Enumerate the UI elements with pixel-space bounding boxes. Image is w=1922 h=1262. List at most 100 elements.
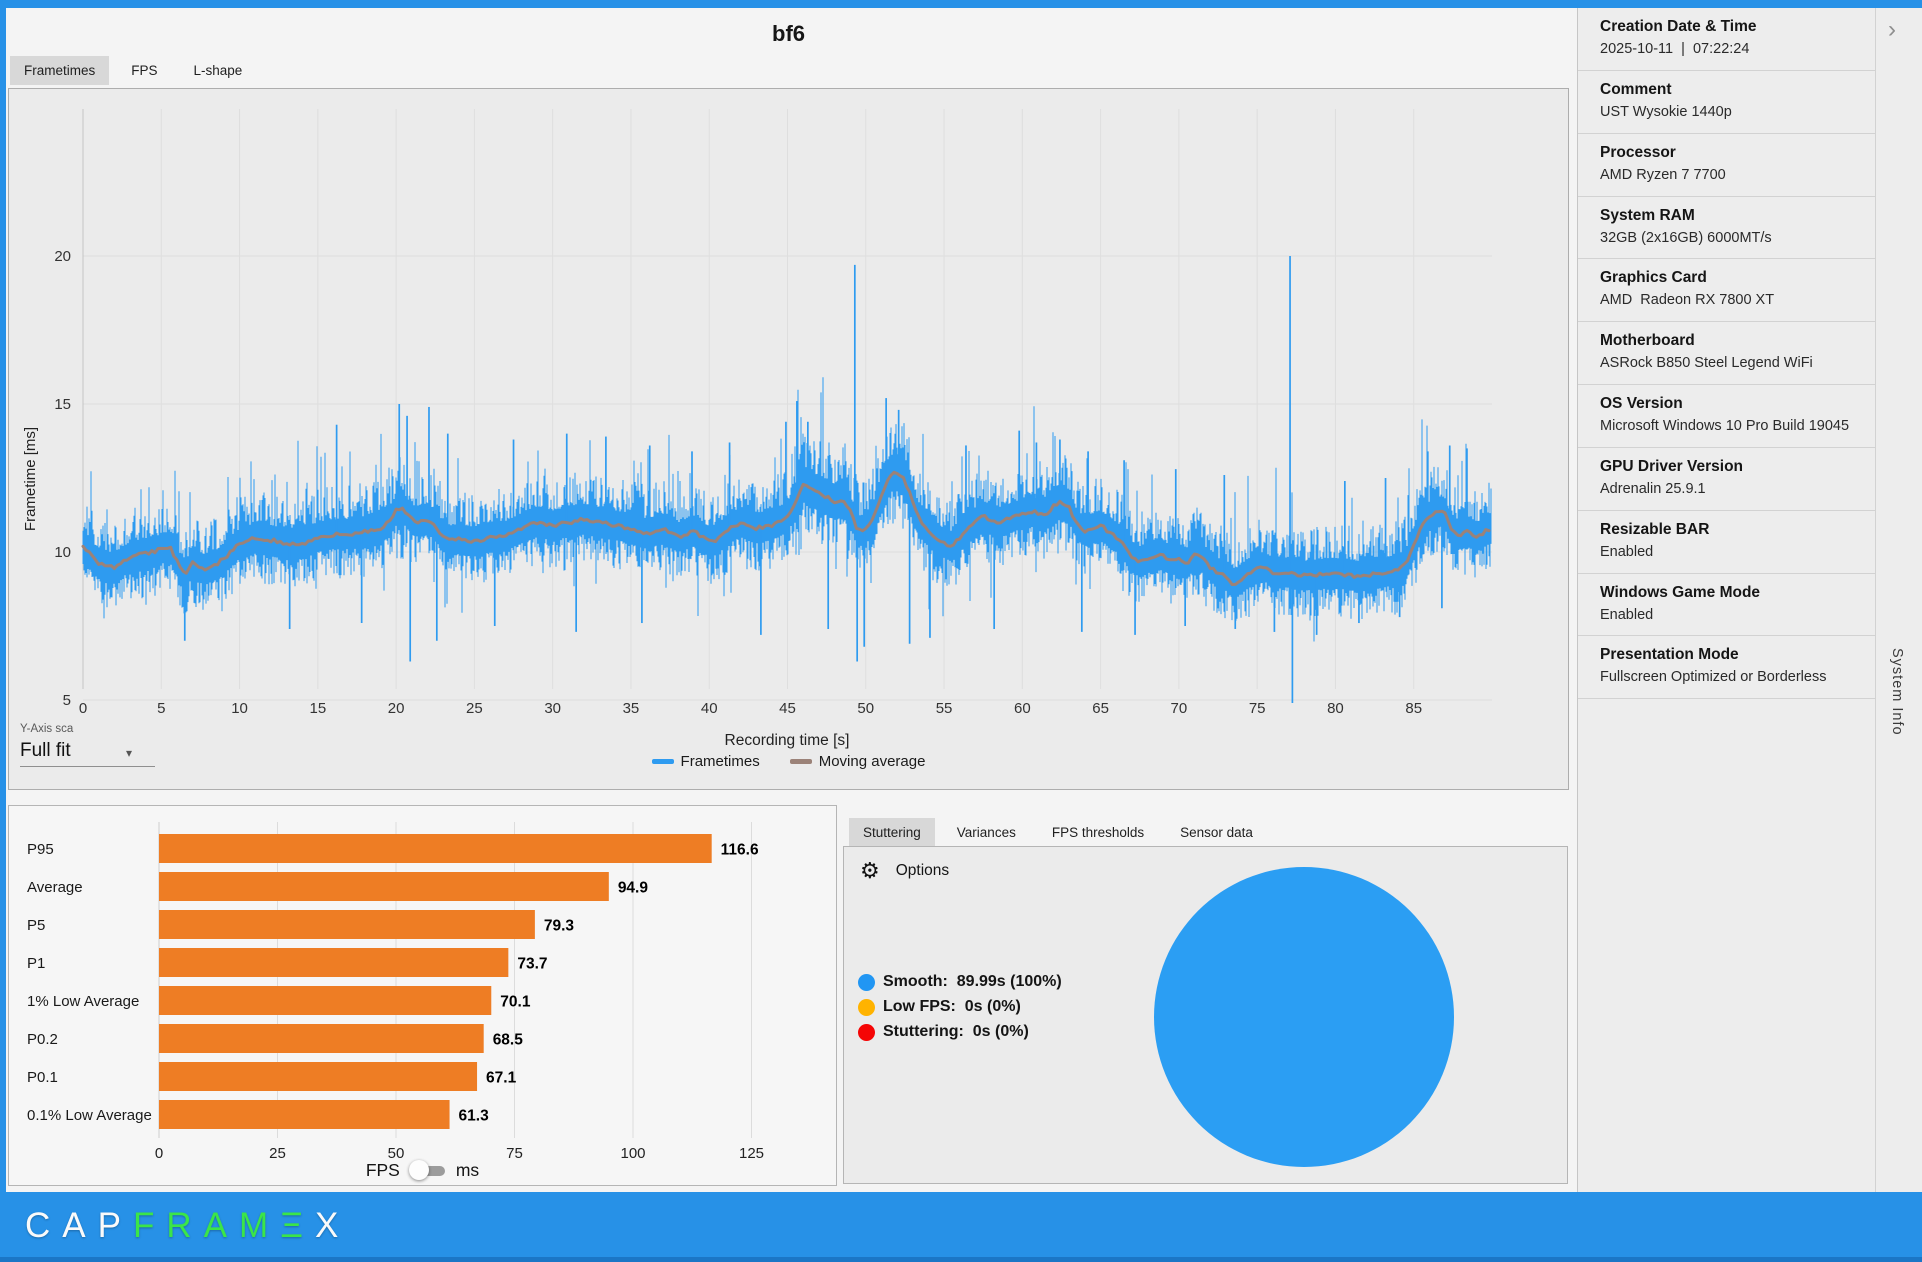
item-title: Resizable BAR [1600, 520, 1710, 538]
legend-dot-icon [858, 1023, 875, 1041]
stutter-pie-legend: Smooth: 89.99s (100%) Low FPS: 0s (0%) Stu… [858, 973, 1062, 1041]
tab-variances[interactable]: Variances [956, 825, 1016, 840]
svg-text:40: 40 [701, 700, 718, 717]
logo-letter: M [239, 1206, 281, 1245]
stutter-options-button[interactable]: ⚙ Options [860, 860, 949, 882]
svg-text:67.1: 67.1 [486, 1070, 517, 1087]
item-value: UST Wysokie 1440p [1600, 103, 1732, 120]
tab-fps[interactable]: FPS [131, 63, 158, 78]
svg-text:P5: P5 [27, 917, 45, 934]
svg-text:10: 10 [54, 544, 71, 561]
system-info-item-resizable-bar: Resizable BAR Enabled [1578, 511, 1876, 574]
footer-bottom-edge [0, 1257, 1922, 1262]
frametime-chart[interactable]: 0 5 10 15 20 25 30 35 40 45 50 55 60 65 70 75 80 85510152… [9, 89, 1568, 789]
item-title: Windows Game Mode [1600, 583, 1761, 601]
item-title: Comment [1600, 80, 1672, 98]
stutter-pie-chart[interactable] [844, 847, 1567, 1183]
tab-l-shape[interactable]: L-shape [193, 63, 243, 78]
fps-metrics-bar-chart[interactable]: 0 25 50 75 100 125 P95 116.6 Average 94.9 P5 79.3 P1… [9, 806, 836, 1185]
item-value: Microsoft Windows 10 Pro Build 19045 [1600, 418, 1850, 435]
tab-stuttering[interactable]: Stuttering [849, 818, 935, 847]
fps-metrics-panel: 0 25 50 75 100 125 P95 116.6 Average 94.9 P5 79.3 P1… [8, 805, 837, 1186]
tab-frametimes[interactable]: Frametimes [10, 56, 110, 85]
frametime-chart-tabs: Frametimes FPS L-shape [10, 56, 264, 85]
tab-fps-thresholds[interactable]: FPS thresholds [1051, 825, 1145, 840]
stuttering-panel: ⚙ Options Smooth: 89.99s (100%) Low FPS: … [843, 846, 1568, 1184]
collapse-chevron-icon[interactable]: › [1888, 16, 1896, 43]
svg-text:20: 20 [388, 700, 405, 717]
svg-text:5: 5 [63, 692, 71, 709]
svg-text:75: 75 [1249, 700, 1266, 717]
dropdown-underline [20, 766, 155, 767]
tab-sensor-data[interactable]: Sensor data [1180, 825, 1253, 840]
y-axis-scale-dropdown[interactable]: Y-Axis sca Full fit ▾ [20, 723, 155, 767]
svg-text:100: 100 [620, 1145, 645, 1162]
system-info-list: Creation Date & Time 2025-10-11 | 07:22:2… [1578, 8, 1876, 1192]
item-value: Enabled [1600, 606, 1654, 623]
logo-letter: F [133, 1206, 167, 1245]
legend-label: Frametimes [680, 753, 760, 770]
fps-ms-toggle-row: FPS ms [8, 1160, 837, 1181]
svg-text:116.6: 116.6 [721, 842, 759, 859]
item-value: ASRock B850 Steel Legend WiFi [1600, 355, 1813, 372]
logo-letter: C [25, 1206, 63, 1245]
stutter-legend-stuttering: Stuttering: 0s (0%) [858, 1023, 1062, 1041]
item-title: Motherboard [1600, 332, 1695, 350]
svg-text:65: 65 [1092, 700, 1109, 717]
system-info-item-motherboard: Motherboard ASRock B850 Steel Legend WiFi [1578, 322, 1876, 386]
logo-letter: P [97, 1206, 133, 1245]
svg-text:35: 35 [623, 700, 640, 717]
svg-text:10: 10 [231, 700, 248, 717]
footer-bar: CAPFRAMΞX [0, 1192, 1922, 1262]
item-title: OS Version [1600, 395, 1683, 413]
logo-letter: R [166, 1206, 204, 1245]
system-info-item-gpu-driver-version: GPU Driver Version Adrenalin 25.9.1 [1578, 448, 1876, 511]
item-value: Adrenalin 25.9.1 [1600, 480, 1706, 497]
logo-letter: A [62, 1206, 98, 1245]
toggle-track [412, 1166, 445, 1176]
legend-item-frametimes: Frametimes [651, 753, 760, 770]
svg-text:75: 75 [506, 1145, 523, 1162]
svg-text:20: 20 [54, 248, 71, 265]
system-info-item-comment: Comment UST Wysokie 1440p [1578, 71, 1876, 134]
svg-text:70: 70 [1171, 700, 1188, 717]
svg-text:15: 15 [309, 700, 326, 717]
svg-text:50: 50 [388, 1145, 405, 1162]
y-axis-scale-value[interactable]: Full fit ▾ [20, 740, 132, 761]
stutter-analysis-tabs: Stuttering Variances FPS thresholds Sensor … [849, 818, 1275, 847]
toggle-knob[interactable] [408, 1160, 429, 1180]
svg-text:61.3: 61.3 [459, 1108, 490, 1125]
svg-text:P0.1: P0.1 [27, 1069, 58, 1086]
logo-letter: X [314, 1206, 351, 1245]
svg-text:Frametime [ms]: Frametime [ms] [22, 427, 39, 531]
chevron-down-icon: ▾ [125, 746, 132, 760]
legend-item-moving-average: Moving average [789, 753, 925, 770]
svg-text:68.5: 68.5 [493, 1032, 524, 1049]
svg-text:30: 30 [544, 700, 561, 717]
legend-swatch [651, 759, 674, 764]
system-info-item-creation-date-time: Creation Date & Time 2025-10-11 | 07:22:2… [1578, 8, 1876, 71]
gear-icon: ⚙ [860, 858, 880, 883]
fps-ms-toggle[interactable] [408, 1160, 447, 1181]
legend-text: Stuttering: 0s (0%) [883, 1023, 1029, 1040]
item-value: Fullscreen Optimized or Borderless [1600, 669, 1827, 686]
window-accent-left [0, 0, 6, 1262]
item-value: 2025-10-11 | 07:22:24 [1600, 41, 1750, 57]
system-info-item-windows-game-mode: Windows Game Mode Enabled [1578, 574, 1876, 637]
item-value: Enabled [1600, 543, 1654, 560]
system-info-item-os-version: OS Version Microsoft Windows 10 Pro Build… [1578, 385, 1876, 448]
item-title: Presentation Mode [1600, 646, 1739, 664]
item-title: GPU Driver Version [1600, 457, 1744, 475]
svg-text:P1: P1 [27, 955, 45, 972]
legend-swatch [789, 759, 812, 764]
legend-text: Low FPS: 0s (0%) [883, 998, 1021, 1015]
fps-toggle-label: FPS [365, 1160, 400, 1180]
system-info-sidebar: Creation Date & Time 2025-10-11 | 07:22:2… [1577, 8, 1922, 1192]
item-value: 32GB (2x16GB) 6000MT/s [1600, 229, 1772, 246]
page-title: bf6 [772, 21, 805, 46]
svg-text:94.9: 94.9 [618, 880, 649, 897]
system-info-item-processor: Processor AMD Ryzen 7 7700 [1578, 134, 1876, 197]
y-axis-scale-label: Y-Axis sca [20, 723, 74, 735]
system-info-strip[interactable]: › System Info [1875, 8, 1922, 1192]
